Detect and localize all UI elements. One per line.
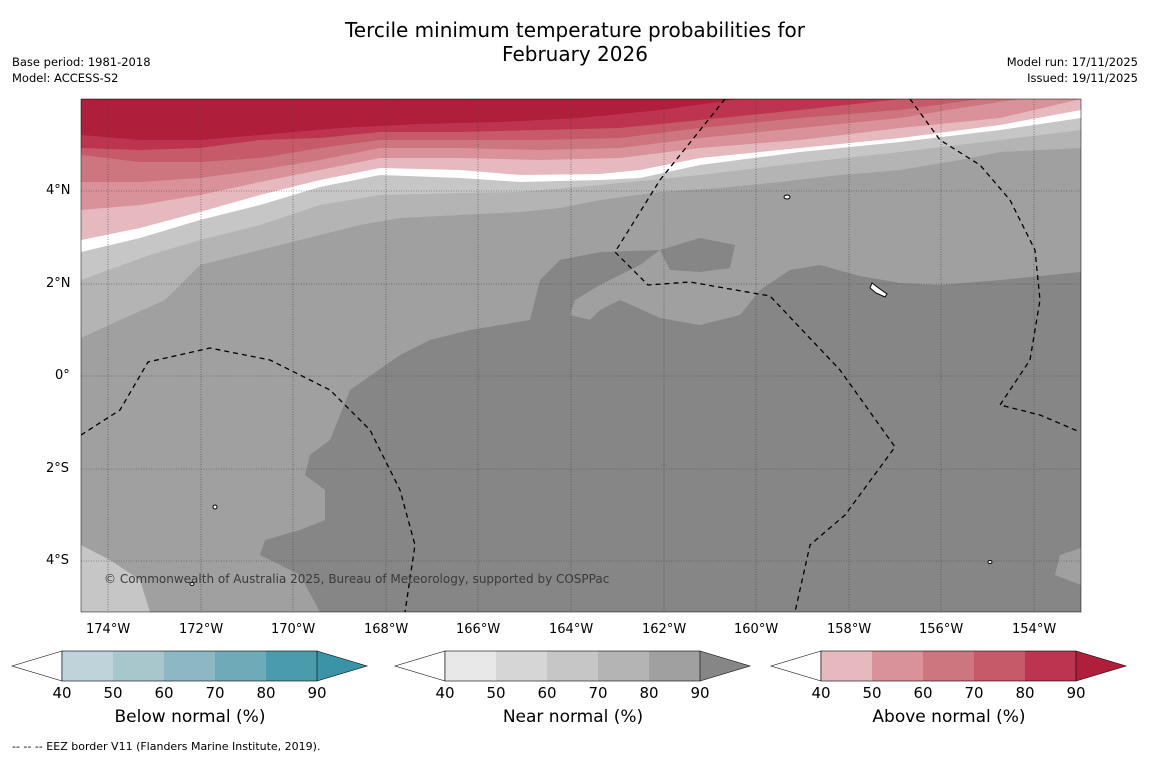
lon-tick: 160°W: [734, 622, 779, 637]
cb-near-label: Near normal (%): [502, 707, 644, 727]
map-fields: [81, 99, 1081, 612]
cb-near-tick: 60: [537, 684, 557, 702]
meta-right: Model run: 17/11/2025 Issued: 19/11/2025: [1007, 54, 1138, 86]
colorbar-swatch: [266, 651, 317, 681]
lon-tick: 164°W: [549, 622, 594, 637]
colorbar-swatch: [821, 651, 872, 681]
cb-near-tick: 50: [486, 684, 506, 702]
colorbar-swatch: [598, 651, 649, 681]
cb-near-tick: 80: [639, 684, 659, 702]
lon-tick: 162°W: [642, 622, 687, 637]
graticule: [81, 99, 1081, 612]
lon-tick: 174°W: [86, 622, 131, 637]
lon-tick: 154°W: [1012, 622, 1057, 637]
cb-above-tick: 80: [1015, 684, 1035, 702]
lat-tick: 2°S: [46, 461, 70, 476]
cb-above-tick: 90: [1066, 684, 1086, 702]
probability-map: [80, 98, 1082, 613]
cb-near-tick: 90: [690, 684, 710, 702]
colorbar-swatch: [649, 651, 700, 681]
colorbar-swatch: [974, 651, 1025, 681]
eez-borders: [81, 99, 1081, 612]
field-near-90-blob: [660, 238, 735, 272]
map-title: Tercile minimum temperature probabilitie…: [0, 18, 1150, 66]
base-period: Base period: 1981-2018: [12, 55, 151, 69]
colorbar-swatch: [923, 651, 974, 681]
colorbar-swatch: [1025, 651, 1076, 681]
colorbar-above: [769, 650, 1128, 682]
cb-above-tick: 50: [862, 684, 882, 702]
colorbar-swatch: [215, 651, 266, 681]
copyright-notice: © Commonwealth of Australia 2025, Bureau…: [104, 572, 610, 586]
colorbar-swatch: [62, 651, 113, 681]
lon-tick: 158°W: [827, 622, 872, 637]
lat-tick: 2°N: [46, 276, 71, 291]
lon-tick: 166°W: [456, 622, 501, 637]
cb-below-label: Below normal (%): [114, 707, 266, 727]
cb-below-tick: 70: [205, 684, 225, 702]
colorbar-near: [393, 650, 752, 682]
issued-date: Issued: 19/11/2025: [1027, 71, 1138, 85]
model-run: Model run: 17/11/2025: [1006, 55, 1138, 69]
lon-tick: 168°W: [364, 622, 409, 637]
field-near-80-se: [1055, 548, 1081, 585]
eez-footer-note: -- -- -- EEZ border V11 (Flanders Marine…: [12, 740, 321, 753]
cb-below-tick: 50: [103, 684, 123, 702]
lon-tick: 172°W: [179, 622, 224, 637]
cb-above-tick: 60: [913, 684, 933, 702]
colorbars: [10, 650, 1128, 682]
title-line-1: Tercile minimum temperature probabilitie…: [344, 18, 806, 42]
cb-above-tick: 40: [811, 684, 831, 702]
model-name: Model: ACCESS-S2: [12, 71, 119, 85]
colorbar-swatch: [872, 651, 923, 681]
colorbar-swatch: [164, 651, 215, 681]
islands: [189, 194, 993, 586]
cb-below-tick: 80: [256, 684, 276, 702]
colorbar-swatch: [547, 651, 598, 681]
cb-near-tick: 70: [588, 684, 608, 702]
colorbar-swatch: [445, 651, 496, 681]
colorbar-below: [10, 650, 369, 682]
lat-tick: 4°N: [46, 183, 71, 198]
cb-below-tick: 40: [52, 684, 72, 702]
title-line-2: February 2026: [502, 42, 648, 66]
colorbar-swatch: [496, 651, 547, 681]
cb-near-tick: 40: [435, 684, 455, 702]
cb-below-tick: 60: [154, 684, 174, 702]
meta-left: Base period: 1981-2018 Model: ACCESS-S2: [12, 54, 151, 86]
field-near-60-sw: [81, 545, 150, 612]
lat-tick: 0°: [55, 368, 70, 383]
colorbar-swatch: [700, 651, 750, 681]
lat-tick: 4°S: [46, 553, 70, 568]
colorbar-swatch: [317, 651, 367, 681]
field-above-90: [81, 99, 740, 140]
cb-above-tick: 70: [964, 684, 984, 702]
lon-tick: 170°W: [271, 622, 316, 637]
colorbar-swatch: [1076, 651, 1126, 681]
map-frame: [80, 98, 1082, 613]
lon-tick: 156°W: [919, 622, 964, 637]
cb-above-label: Above normal (%): [872, 707, 1026, 727]
colorbar-swatch: [113, 651, 164, 681]
cb-below-tick: 90: [307, 684, 327, 702]
